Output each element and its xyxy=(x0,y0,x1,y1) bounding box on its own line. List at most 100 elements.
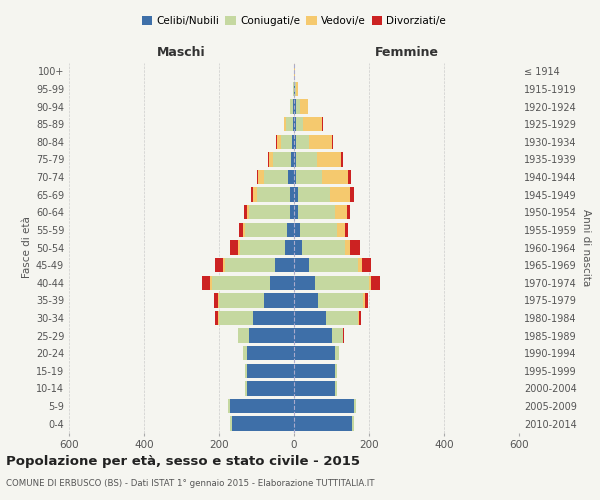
Bar xyxy=(287,222,294,237)
Bar xyxy=(209,276,212,290)
Bar xyxy=(294,240,302,254)
Bar xyxy=(294,276,314,290)
Bar xyxy=(322,170,349,184)
Bar xyxy=(299,222,337,237)
Bar xyxy=(294,258,309,272)
Bar xyxy=(219,293,264,308)
Bar xyxy=(245,364,247,378)
Bar xyxy=(294,170,296,184)
Bar xyxy=(354,399,356,413)
Bar xyxy=(284,240,294,254)
Bar xyxy=(239,240,284,254)
Bar xyxy=(264,170,289,184)
Bar xyxy=(292,134,294,149)
Bar xyxy=(293,117,294,132)
Bar xyxy=(294,205,298,220)
Bar xyxy=(365,293,368,308)
Bar xyxy=(296,100,301,114)
Bar xyxy=(352,416,354,431)
Bar xyxy=(232,416,294,431)
Bar xyxy=(309,258,358,272)
Bar xyxy=(224,258,275,272)
Bar xyxy=(219,311,253,325)
Text: Maschi: Maschi xyxy=(157,46,206,59)
Bar xyxy=(264,293,294,308)
Bar xyxy=(344,222,349,237)
Bar xyxy=(326,311,358,325)
Bar xyxy=(294,152,296,166)
Bar xyxy=(289,170,294,184)
Bar xyxy=(253,188,257,202)
Bar xyxy=(294,134,296,149)
Bar xyxy=(290,100,293,114)
Bar xyxy=(276,134,277,149)
Text: Popolazione per età, sesso e stato civile - 2015: Popolazione per età, sesso e stato civil… xyxy=(6,455,360,468)
Bar xyxy=(245,381,247,396)
Bar xyxy=(259,170,264,184)
Bar xyxy=(238,240,239,254)
Bar xyxy=(296,134,309,149)
Bar xyxy=(239,222,244,237)
Bar xyxy=(294,399,354,413)
Bar xyxy=(358,258,361,272)
Bar xyxy=(335,381,337,396)
Bar xyxy=(294,346,335,360)
Bar xyxy=(294,311,326,325)
Bar xyxy=(257,170,259,184)
Bar xyxy=(301,100,308,114)
Text: COMUNE DI ERBUSCO (BS) - Dati ISTAT 1° gennaio 2015 - Elaborazione TUTTITALIA.IT: COMUNE DI ERBUSCO (BS) - Dati ISTAT 1° g… xyxy=(6,479,374,488)
Bar xyxy=(335,364,337,378)
Bar xyxy=(294,100,296,114)
Bar xyxy=(304,117,322,132)
Bar xyxy=(223,258,224,272)
Bar xyxy=(295,82,296,96)
Bar xyxy=(294,364,335,378)
Bar xyxy=(214,293,218,308)
Bar xyxy=(359,311,361,325)
Bar xyxy=(244,346,247,360)
Bar xyxy=(329,188,350,202)
Bar xyxy=(251,188,253,202)
Bar xyxy=(247,364,294,378)
Bar xyxy=(247,381,294,396)
Y-axis label: Anni di nascita: Anni di nascita xyxy=(581,209,591,286)
Bar xyxy=(341,152,343,166)
Bar xyxy=(349,170,352,184)
Bar xyxy=(269,152,272,166)
Bar xyxy=(286,117,293,132)
Bar xyxy=(302,240,344,254)
Bar xyxy=(298,188,329,202)
Bar xyxy=(292,152,294,166)
Legend: Celibi/Nubili, Coniugati/e, Vedovi/e, Divorziati/e: Celibi/Nubili, Coniugati/e, Vedovi/e, Di… xyxy=(142,16,446,26)
Bar xyxy=(335,346,339,360)
Bar xyxy=(230,399,294,413)
Bar xyxy=(202,276,209,290)
Bar xyxy=(294,188,298,202)
Bar xyxy=(218,293,219,308)
Bar xyxy=(281,134,292,149)
Bar xyxy=(230,240,238,254)
Bar xyxy=(309,134,331,149)
Bar xyxy=(249,328,294,343)
Bar xyxy=(364,293,365,308)
Bar xyxy=(215,258,223,272)
Bar xyxy=(247,346,294,360)
Bar xyxy=(294,328,331,343)
Bar xyxy=(296,152,317,166)
Bar xyxy=(269,276,294,290)
Bar xyxy=(335,205,347,220)
Bar xyxy=(294,117,296,132)
Bar xyxy=(361,258,371,272)
Bar xyxy=(350,188,354,202)
Bar xyxy=(296,82,298,96)
Bar xyxy=(290,205,294,220)
Bar xyxy=(343,328,344,343)
Bar xyxy=(293,100,294,114)
Bar xyxy=(245,222,287,237)
Bar xyxy=(275,258,294,272)
Bar xyxy=(293,82,294,96)
Bar xyxy=(212,276,269,290)
Bar xyxy=(317,152,341,166)
Bar xyxy=(257,188,290,202)
Bar xyxy=(322,117,323,132)
